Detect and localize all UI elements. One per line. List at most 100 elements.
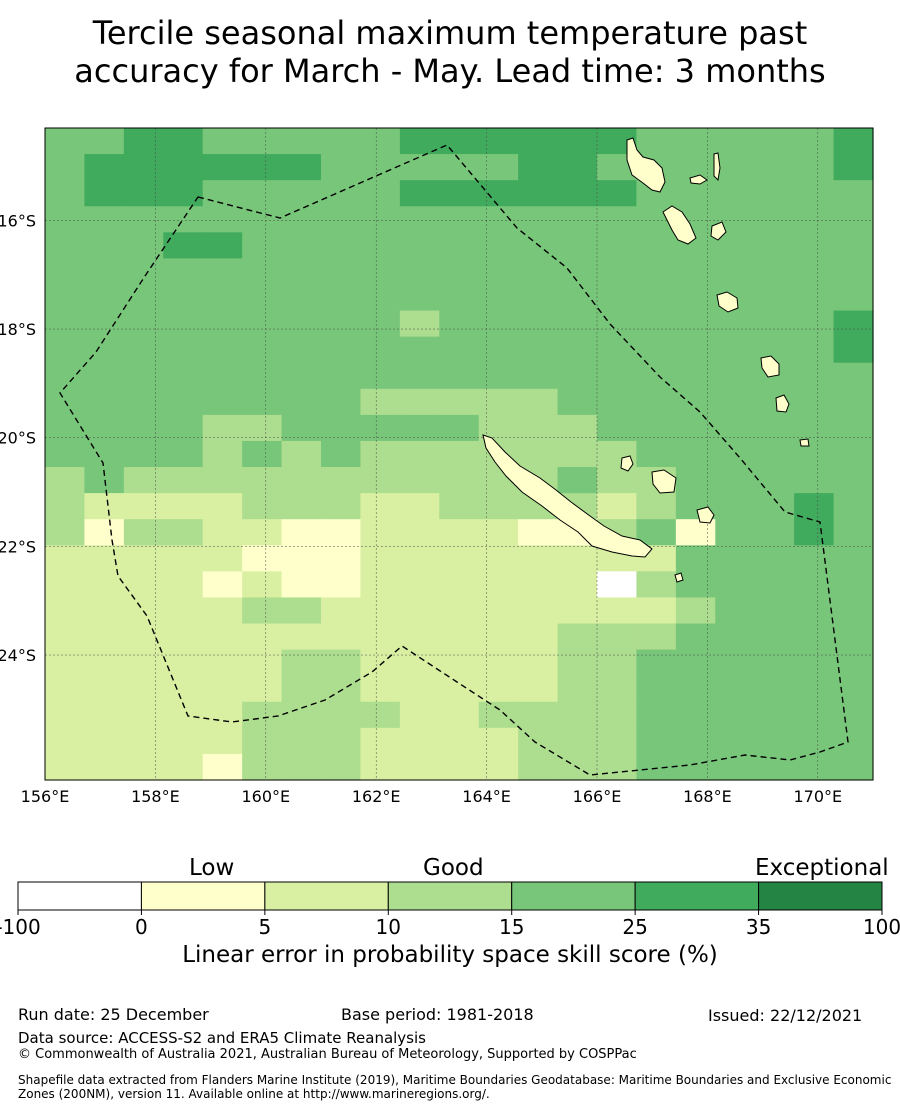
grid-cell (675, 675, 716, 703)
grid-cell (478, 258, 519, 286)
grid-cell (478, 649, 519, 677)
grid-cell (84, 336, 125, 364)
grid-cell (675, 649, 716, 677)
grid-cell (399, 675, 440, 703)
grid-cell (794, 545, 835, 572)
grid-cell (833, 232, 874, 259)
grid-cell (242, 623, 283, 651)
grid-cell (399, 467, 440, 494)
grid-cell (636, 128, 677, 155)
grid-cell (281, 467, 322, 494)
vanuatu-efate (716, 291, 739, 313)
grid-cell (754, 232, 795, 259)
grid-cell (242, 440, 283, 468)
grid-cell (399, 597, 440, 625)
grid-cell (557, 362, 598, 390)
grid-cell (281, 727, 322, 755)
grid-cell (360, 519, 401, 546)
grid-cell (478, 154, 519, 181)
grid-cell (163, 675, 204, 703)
grid-cell (597, 258, 638, 286)
grid-cell (597, 571, 638, 599)
grid-cell (45, 284, 86, 312)
grid-cell (715, 519, 756, 546)
grid-cell (84, 206, 125, 233)
grid-cell (399, 727, 440, 755)
grid-cell (84, 128, 125, 155)
grid-cell (636, 388, 677, 416)
grid-cell (675, 727, 716, 755)
grid-cell (202, 336, 243, 364)
loyalty-mare (696, 506, 715, 524)
grid-cell (833, 727, 874, 755)
grid-cell (123, 727, 164, 755)
grid-cell (360, 623, 401, 651)
grid-cell (84, 232, 125, 259)
copyright: © Commonwealth of Australia 2021, Austra… (18, 1047, 637, 1062)
grid-cell (281, 440, 322, 468)
grid-cell (281, 701, 322, 729)
grid-cell (202, 440, 243, 468)
grid-cell (281, 753, 322, 781)
grid-cell (754, 180, 795, 207)
islands (482, 137, 810, 583)
y-tick-label: 18°S (0, 320, 36, 339)
grid-cell (439, 284, 480, 312)
grid-cell (794, 493, 835, 520)
grid-cell (242, 701, 283, 729)
issued-date: Issued: 22/12/2021 (708, 1006, 863, 1025)
vanuatu-malakula (662, 205, 697, 245)
grid-cell (321, 362, 362, 390)
colorbar-tick-label: 35 (746, 915, 771, 939)
grid-cell (321, 414, 362, 442)
colorbar-swatch (758, 881, 883, 911)
grid-cell (242, 467, 283, 494)
grid-cell (636, 310, 677, 338)
grid-cell (123, 675, 164, 703)
grid-cell (675, 180, 716, 207)
grid-cell (636, 571, 677, 599)
x-tick-label: 168°E (683, 787, 732, 806)
shapefile-credit: Shapefile data extracted from Flanders M… (18, 1073, 892, 1101)
grid-cell (123, 154, 164, 181)
grid-cell (439, 753, 480, 781)
grid-cell (84, 623, 125, 651)
grid-cell (833, 128, 874, 155)
grid-cell (321, 154, 362, 181)
grid-cell (399, 519, 440, 546)
grid-cell (163, 414, 204, 442)
grid-cell (557, 440, 598, 468)
grid-cell (518, 154, 559, 181)
grid-cell (518, 206, 559, 233)
grid-cell (557, 571, 598, 599)
grid-cell (360, 753, 401, 781)
grid-cell (557, 623, 598, 651)
grid-cell (518, 336, 559, 364)
grid-cell (163, 727, 204, 755)
grid-cell (597, 362, 638, 390)
x-tick-label: 156°E (21, 787, 70, 806)
grid-cell (794, 206, 835, 233)
grid-cell (833, 519, 874, 546)
grid-cell (202, 649, 243, 677)
grid-cell (557, 206, 598, 233)
grid-cell (557, 701, 598, 729)
grid-cell (360, 675, 401, 703)
grid-cell (399, 649, 440, 677)
grid-cell (518, 519, 559, 546)
grid-cell (202, 180, 243, 207)
grid-cell (833, 623, 874, 651)
grid-cell (715, 440, 756, 468)
grid-cell (123, 336, 164, 364)
grid-cell (518, 571, 559, 599)
grid-cell (84, 701, 125, 729)
grid-cell (242, 753, 283, 781)
grid-cell (636, 258, 677, 286)
grid-cell (202, 206, 243, 233)
grid-cell (675, 414, 716, 442)
grid-cell (478, 284, 519, 312)
grid-cell (123, 493, 164, 520)
grid-cell (518, 388, 559, 416)
grid-cell (597, 467, 638, 494)
vanuatu-epi (710, 221, 727, 241)
